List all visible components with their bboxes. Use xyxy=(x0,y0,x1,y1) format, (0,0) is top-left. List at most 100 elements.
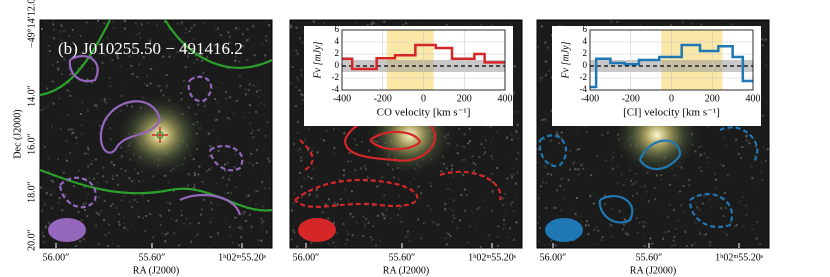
noise-pixel xyxy=(360,140,363,143)
noise-pixel xyxy=(300,93,303,96)
noise-pixel xyxy=(298,89,301,92)
noise-pixel xyxy=(438,223,441,226)
noise-pixel xyxy=(190,27,193,30)
noise-pixel xyxy=(630,179,633,182)
noise-pixel xyxy=(511,176,514,179)
noise-pixel xyxy=(123,194,126,197)
noise-pixel xyxy=(300,73,303,76)
noise-pixel xyxy=(458,127,461,130)
noise-pixel xyxy=(291,65,294,68)
noise-pixel xyxy=(681,21,684,24)
noise-pixel xyxy=(193,172,196,175)
noise-pixel xyxy=(584,162,587,165)
noise-pixel xyxy=(233,81,236,84)
noise-pixel xyxy=(420,237,423,240)
noise-pixel xyxy=(506,177,509,180)
noise-pixel xyxy=(152,236,155,239)
noise-pixel xyxy=(593,228,596,231)
noise-pixel xyxy=(537,161,540,164)
noise-pixel xyxy=(703,233,706,236)
noise-pixel xyxy=(420,22,423,25)
noise-pixel xyxy=(222,176,225,179)
noise-pixel xyxy=(611,207,614,210)
noise-pixel xyxy=(766,102,769,105)
noise-pixel xyxy=(203,101,206,104)
noise-pixel xyxy=(64,183,67,186)
noise-pixel xyxy=(483,199,486,202)
noise-pixel xyxy=(545,206,548,209)
noise-pixel xyxy=(254,110,257,113)
noise-pixel xyxy=(616,181,619,184)
marker-circle xyxy=(156,131,164,139)
noise-pixel xyxy=(300,159,303,162)
y-axis-label: Fν [mJy] xyxy=(560,41,571,79)
noise-pixel xyxy=(605,159,608,162)
noise-pixel xyxy=(87,108,90,111)
noise-pixel xyxy=(561,24,564,27)
noise-pixel xyxy=(123,226,126,229)
noise-pixel xyxy=(507,195,510,198)
noise-pixel xyxy=(562,188,565,191)
noise-pixel xyxy=(480,24,483,27)
marker-cross xyxy=(152,127,168,143)
noise-pixel xyxy=(173,232,176,235)
noise-pixel xyxy=(465,193,468,196)
noise-pixel xyxy=(543,244,546,247)
noise-pixel xyxy=(90,55,93,58)
beam xyxy=(48,218,86,242)
noise-pixel xyxy=(469,232,472,235)
noise-pixel xyxy=(353,211,356,214)
noise-pixel xyxy=(202,21,205,24)
noise-pixel xyxy=(471,155,474,158)
noise-pixel xyxy=(708,198,711,201)
noise-pixel xyxy=(450,189,453,192)
noise-pixel xyxy=(680,204,683,207)
noise-pixel xyxy=(600,177,603,180)
noise-pixel xyxy=(490,142,493,145)
noise-pixel xyxy=(110,213,113,216)
noise-pixel xyxy=(336,203,339,206)
noise-pixel xyxy=(92,162,95,165)
noise-pixel xyxy=(70,109,73,112)
noise-pixel xyxy=(146,22,149,25)
noise-pixel xyxy=(45,192,48,195)
noise-pixel xyxy=(609,223,612,226)
noise-pixel xyxy=(79,53,82,56)
noise-pixel xyxy=(315,193,318,196)
noise-pixel xyxy=(626,232,629,235)
noise-pixel xyxy=(363,165,366,168)
x-tick-label: 200 xyxy=(705,93,720,104)
noise-pixel xyxy=(631,195,634,198)
noise-pixel xyxy=(130,64,133,67)
noise-pixel xyxy=(216,101,219,104)
noise-pixel xyxy=(46,126,49,129)
y-tick-label: 20.0″ xyxy=(26,229,37,251)
noise-pixel xyxy=(128,177,131,180)
noise-pixel xyxy=(129,55,132,58)
noise-pixel xyxy=(208,132,211,135)
noise-pixel xyxy=(621,216,624,219)
noise-pixel xyxy=(295,85,298,88)
noise-pixel xyxy=(47,54,50,57)
noise-pixel xyxy=(357,243,360,246)
noise-pixel xyxy=(290,24,293,27)
y-tick-label: 18.0″ xyxy=(26,181,37,203)
noise-pixel xyxy=(515,221,518,224)
noise-pixel xyxy=(684,230,687,233)
noise-pixel xyxy=(577,168,580,171)
noise-pixel xyxy=(422,222,425,225)
noise-pixel xyxy=(262,220,265,223)
noise-pixel xyxy=(372,225,375,228)
noise-pixel xyxy=(136,76,139,79)
noise-pixel xyxy=(373,223,376,226)
noise-pixel xyxy=(225,184,228,187)
noise-pixel xyxy=(761,179,764,182)
noise-pixel xyxy=(667,216,670,219)
noise-pixel xyxy=(591,242,594,245)
noise-pixel xyxy=(729,23,732,26)
noise-pixel xyxy=(700,145,703,148)
noise-pixel xyxy=(427,204,430,207)
noise-pixel xyxy=(178,244,181,247)
noise-pixel xyxy=(745,213,748,216)
noise-pixel xyxy=(120,94,123,97)
